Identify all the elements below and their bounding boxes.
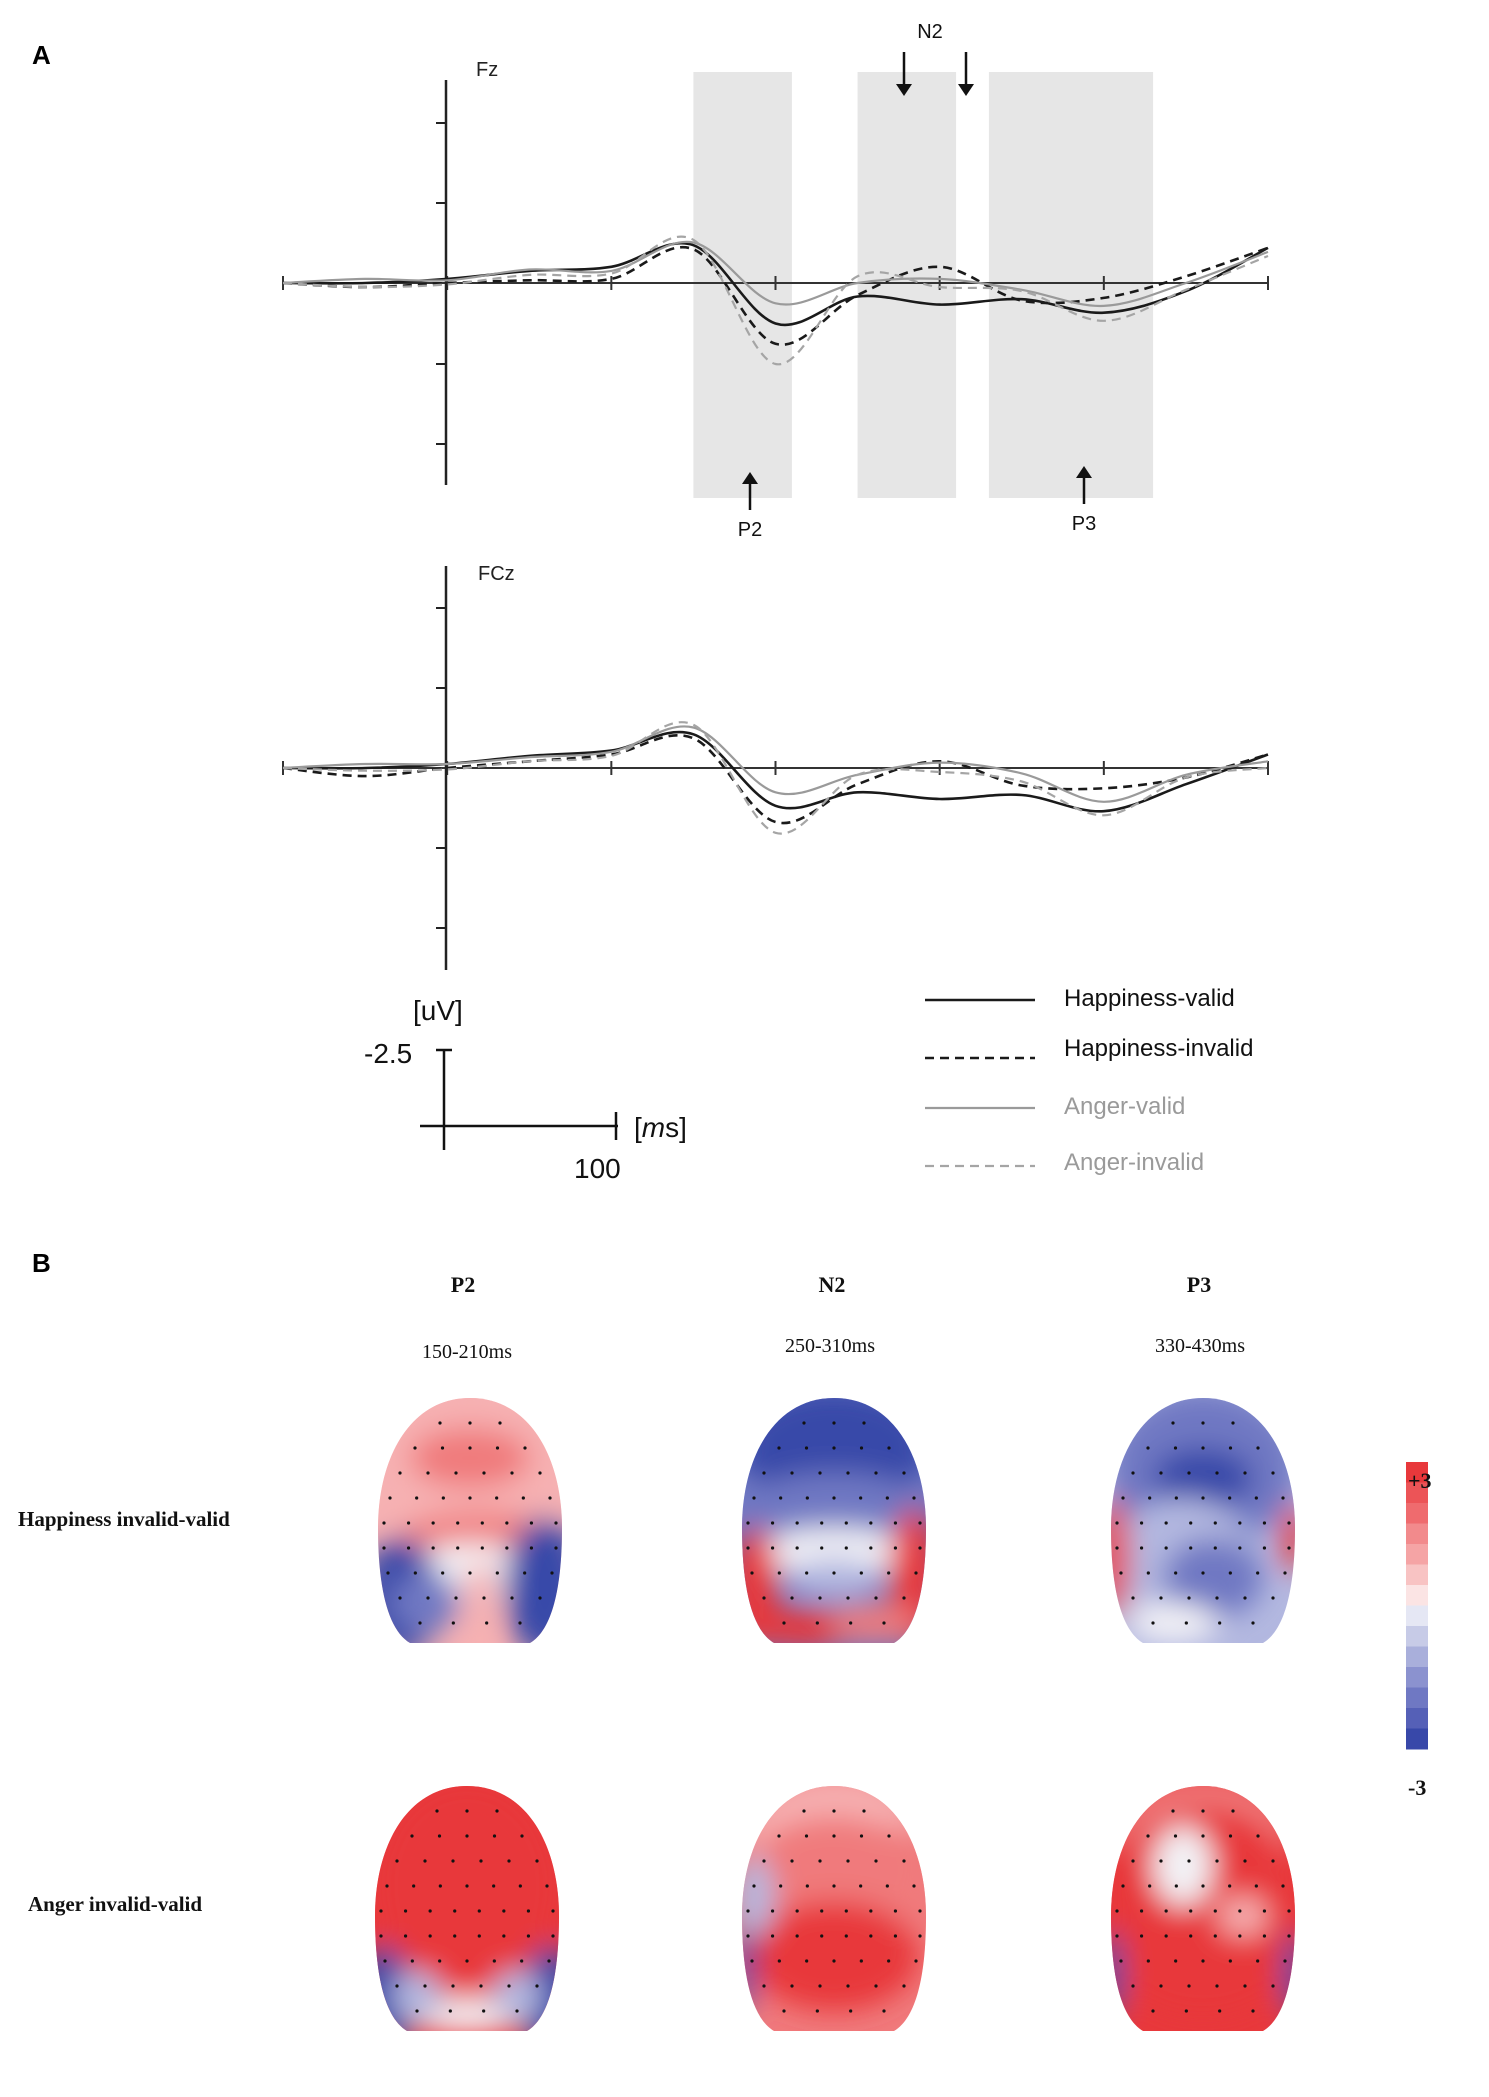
fz-erp-chart: Fz N2 P2 P3 — [282, 21, 1269, 541]
topomap-happiness-n2 — [742, 1398, 926, 1643]
n2-annotation: N2 — [917, 21, 943, 43]
col-header-p3: P3 — [1187, 1272, 1211, 1297]
legend: Happiness-valid Happiness-invalid Anger-va… — [925, 985, 1253, 1176]
fcz-waveforms — [282, 721, 1269, 835]
topomap-anger-p3 — [1111, 1786, 1295, 2031]
fcz-series-anger-valid — [282, 725, 1269, 803]
fcz-series-anger-invalid — [282, 721, 1269, 835]
fcz-axes — [282, 566, 1269, 970]
col-window-n2: 250-310ms — [785, 1335, 875, 1357]
topomap-happiness-p3 — [1111, 1398, 1295, 1643]
colorbar-min-label: -3 — [1408, 1775, 1426, 1800]
colorbar-swatch-0 — [1406, 1462, 1428, 1483]
topomap-headers: P2 150-210ms N2 250-310ms P3 330-430ms H… — [18, 1272, 1245, 1916]
scale-x-value: 100 — [574, 1153, 621, 1184]
time-window-p3 — [988, 72, 1154, 498]
time-window-n2 — [857, 72, 957, 498]
colorbar-swatch-12 — [1406, 1708, 1428, 1729]
colorbar — [1406, 1462, 1428, 1750]
topomap-happiness-p2 — [378, 1398, 562, 1643]
row-label-happiness: Happiness invalid-valid — [18, 1507, 230, 1531]
col-window-p3: 330-430ms — [1155, 1335, 1245, 1357]
p2-annotation: P2 — [738, 519, 762, 541]
topomaps — [375, 1398, 1295, 2031]
fz-time-windows — [693, 72, 1154, 498]
scale-x-unit: [ms] — [634, 1112, 687, 1143]
fz-channel-label: Fz — [476, 59, 498, 81]
colorbar-swatch-6 — [1406, 1585, 1428, 1606]
colorbar-swatch-10 — [1406, 1667, 1428, 1688]
col-header-n2: N2 — [819, 1272, 846, 1297]
legend-label-2: Anger-valid — [1064, 1093, 1185, 1120]
colorbar-swatch-8 — [1406, 1626, 1428, 1647]
legend-label-1: Happiness-invalid — [1064, 1035, 1253, 1062]
scale-bar: [uV] -2.5 [ms] 100 — [364, 995, 687, 1184]
colorbar-swatch-3 — [1406, 1523, 1428, 1545]
time-window-p2 — [693, 72, 792, 498]
fz-waveforms — [282, 235, 1269, 366]
scale-y-value: -2.5 — [364, 1038, 412, 1069]
colorbar-swatch-1 — [1406, 1482, 1428, 1504]
fz-series-happiness-invalid — [282, 246, 1269, 346]
col-window-p2: 150-210ms — [422, 1341, 512, 1363]
col-header-p2: P2 — [451, 1272, 475, 1297]
fcz-erp-chart: FCz — [282, 563, 1269, 970]
p2-arrow-icon — [742, 472, 758, 510]
fz-series-happiness-valid — [282, 242, 1269, 327]
row-label-anger: Anger invalid-valid — [28, 1892, 202, 1916]
topomap-anger-p2 — [375, 1786, 559, 2031]
panel-b-label: B — [32, 1248, 51, 1278]
colorbar-swatch-2 — [1406, 1503, 1428, 1524]
topomap-anger-n2 — [742, 1786, 926, 2031]
p3-arrow-icon — [1076, 466, 1092, 504]
colorbar-swatch-13 — [1406, 1728, 1428, 1750]
colorbar-swatch-11 — [1406, 1687, 1428, 1709]
colorbar-swatch-4 — [1406, 1544, 1428, 1565]
panel-a-label: A — [32, 40, 51, 70]
colorbar-swatch-7 — [1406, 1605, 1428, 1627]
n2-arrow-right-icon — [958, 52, 974, 96]
fz-series-anger-invalid — [282, 235, 1269, 366]
legend-label-3: Anger-invalid — [1064, 1149, 1204, 1176]
scale-y-unit: [uV] — [413, 995, 463, 1026]
fcz-channel-label: FCz — [478, 563, 515, 585]
legend-label-0: Happiness-valid — [1064, 985, 1235, 1012]
fz-series-anger-valid — [282, 240, 1269, 308]
n2-arrow-left-icon — [896, 52, 912, 96]
colorbar-max-label: +3 — [1408, 1468, 1432, 1493]
fcz-series-happiness-invalid — [282, 733, 1269, 825]
p3-annotation: P3 — [1072, 513, 1096, 535]
colorbar-swatch-9 — [1406, 1646, 1428, 1668]
colorbar-swatch-5 — [1406, 1564, 1428, 1586]
